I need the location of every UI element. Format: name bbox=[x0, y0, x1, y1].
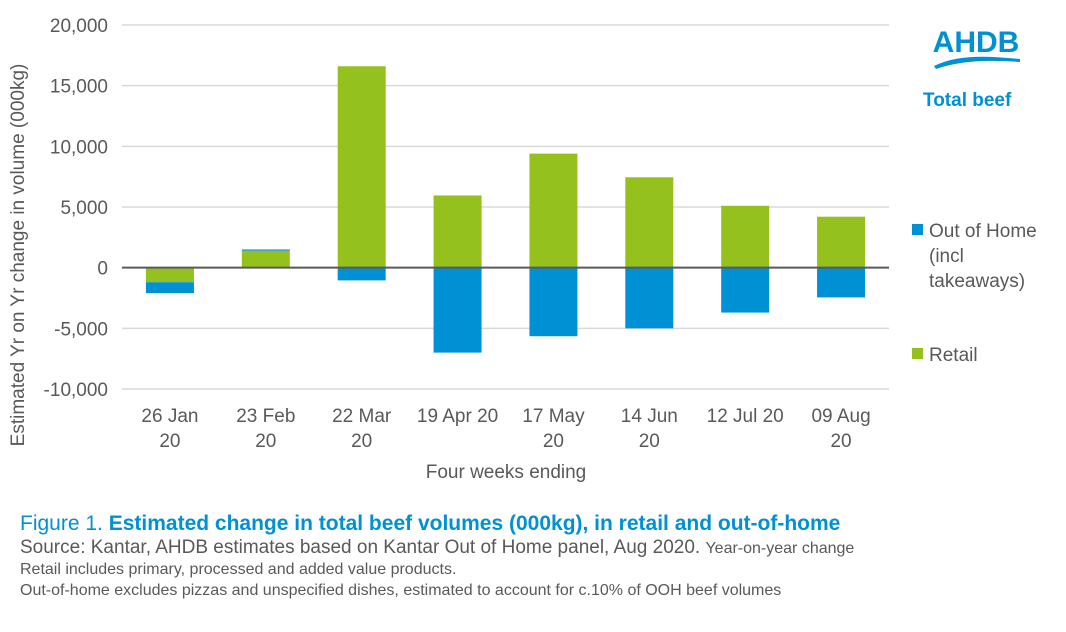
bar-retail bbox=[529, 153, 578, 268]
x-tick-line: 19 Apr 20 bbox=[417, 406, 498, 427]
source-suffix: Year-on-year change bbox=[705, 540, 855, 557]
y-tick-label: -5,000 bbox=[54, 319, 108, 340]
bar-retail bbox=[817, 216, 866, 268]
caption-source: Source: Kantar, AHDB estimates based on … bbox=[20, 537, 1060, 559]
ahdb-logo: AHDB bbox=[933, 26, 1020, 69]
bar-ooh bbox=[337, 267, 386, 281]
legend-label-retail: Retail bbox=[929, 345, 978, 366]
x-tick-label: 23 Feb 20 bbox=[236, 406, 295, 452]
bar-ooh bbox=[817, 267, 866, 298]
bars bbox=[145, 66, 866, 353]
x-tick-label: 22 Mar 20 bbox=[332, 406, 392, 452]
x-axis-title: Four weeks ending bbox=[426, 462, 587, 483]
x-tick-label: 26 Jan 20 bbox=[141, 406, 198, 452]
legend-swatch-retail bbox=[912, 348, 923, 359]
x-tick-line: 20 bbox=[639, 431, 660, 452]
bar-ooh bbox=[721, 267, 770, 313]
legend-item-ooh: Out of Home (incl takeaways) bbox=[912, 219, 1062, 294]
bar-retail bbox=[721, 205, 770, 268]
bar-retail bbox=[433, 195, 482, 268]
legend-swatch-ooh bbox=[912, 224, 923, 235]
x-tick-line: 12 Jul 20 bbox=[707, 406, 784, 427]
figure-caption: Figure 1. Estimated change in total beef… bbox=[20, 512, 1060, 601]
y-tick-label: 5,000 bbox=[60, 198, 108, 219]
x-tick-line: 20 bbox=[351, 431, 372, 452]
x-tick-label: 09 Aug 20 bbox=[811, 406, 870, 452]
legend-item-retail: Retail bbox=[912, 343, 978, 368]
bar-ooh bbox=[433, 267, 482, 353]
y-tick-label: -10,000 bbox=[44, 380, 108, 401]
y-tick-label: 15,000 bbox=[50, 77, 108, 98]
chart-subtitle: Total beef bbox=[923, 90, 1012, 111]
x-axis-ticks: 26 Jan 20 23 Feb 20 22 Mar 20 19 Apr 20 17 May 2… bbox=[141, 406, 870, 452]
bar-chart: 20,000 15,000 10,000 5,000 0 -5,000 -10,000 26… bbox=[8, 16, 889, 483]
x-tick-label: 12 Jul 20 bbox=[707, 406, 784, 427]
x-tick-line: 09 Aug bbox=[811, 406, 870, 427]
caption-note-retail: Retail includes primary, processed and a… bbox=[20, 561, 457, 578]
bar-retail bbox=[337, 66, 386, 268]
x-tick-line: 26 Jan bbox=[141, 406, 198, 427]
x-tick-line: 20 bbox=[255, 431, 276, 452]
bar-ooh bbox=[241, 249, 290, 251]
caption-note-ooh: Out-of-home excludes pizzas and unspecif… bbox=[20, 582, 782, 599]
x-tick-line: 20 bbox=[543, 431, 564, 452]
x-tick-line: 17 May bbox=[522, 406, 585, 427]
x-tick-line: 23 Feb bbox=[236, 406, 295, 427]
x-tick-label: 17 May 20 bbox=[522, 406, 585, 452]
y-tick-label: 10,000 bbox=[50, 137, 108, 158]
x-tick-line: 14 Jun bbox=[621, 406, 678, 427]
bar-ooh bbox=[529, 267, 578, 337]
y-tick-label: 0 bbox=[97, 259, 108, 280]
legend-label-ooh: Out of Home (incl takeaways) bbox=[929, 221, 1037, 292]
bar-ooh bbox=[625, 267, 674, 329]
logo-wave-icon bbox=[934, 56, 1020, 69]
logo-text: AHDB bbox=[933, 26, 1020, 59]
x-tick-label: 19 Apr 20 bbox=[417, 406, 498, 427]
source-text: Source: Kantar, AHDB estimates based on … bbox=[20, 537, 706, 558]
y-axis-title: Estimated Yr on Yr change in volume (000… bbox=[8, 64, 29, 447]
y-axis-ticks: 20,000 15,000 10,000 5,000 0 -5,000 -10,000 bbox=[44, 16, 108, 401]
caption-title: Figure 1. Estimated change in total beef… bbox=[20, 512, 1060, 536]
x-tick-line: 22 Mar bbox=[332, 406, 392, 427]
x-tick-line: 20 bbox=[159, 431, 180, 452]
bar-retail bbox=[625, 177, 674, 268]
y-tick-label: 20,000 bbox=[50, 16, 108, 37]
bar-ooh bbox=[145, 282, 194, 294]
bar-retail bbox=[145, 267, 194, 283]
figure-label: Figure 1. bbox=[20, 512, 109, 535]
figure-title: Estimated change in total beef volumes (… bbox=[108, 512, 841, 535]
x-tick-label: 14 Jun 20 bbox=[621, 406, 678, 452]
gridlines bbox=[122, 24, 889, 390]
bar-retail bbox=[241, 250, 290, 268]
x-tick-line: 20 bbox=[830, 431, 851, 452]
